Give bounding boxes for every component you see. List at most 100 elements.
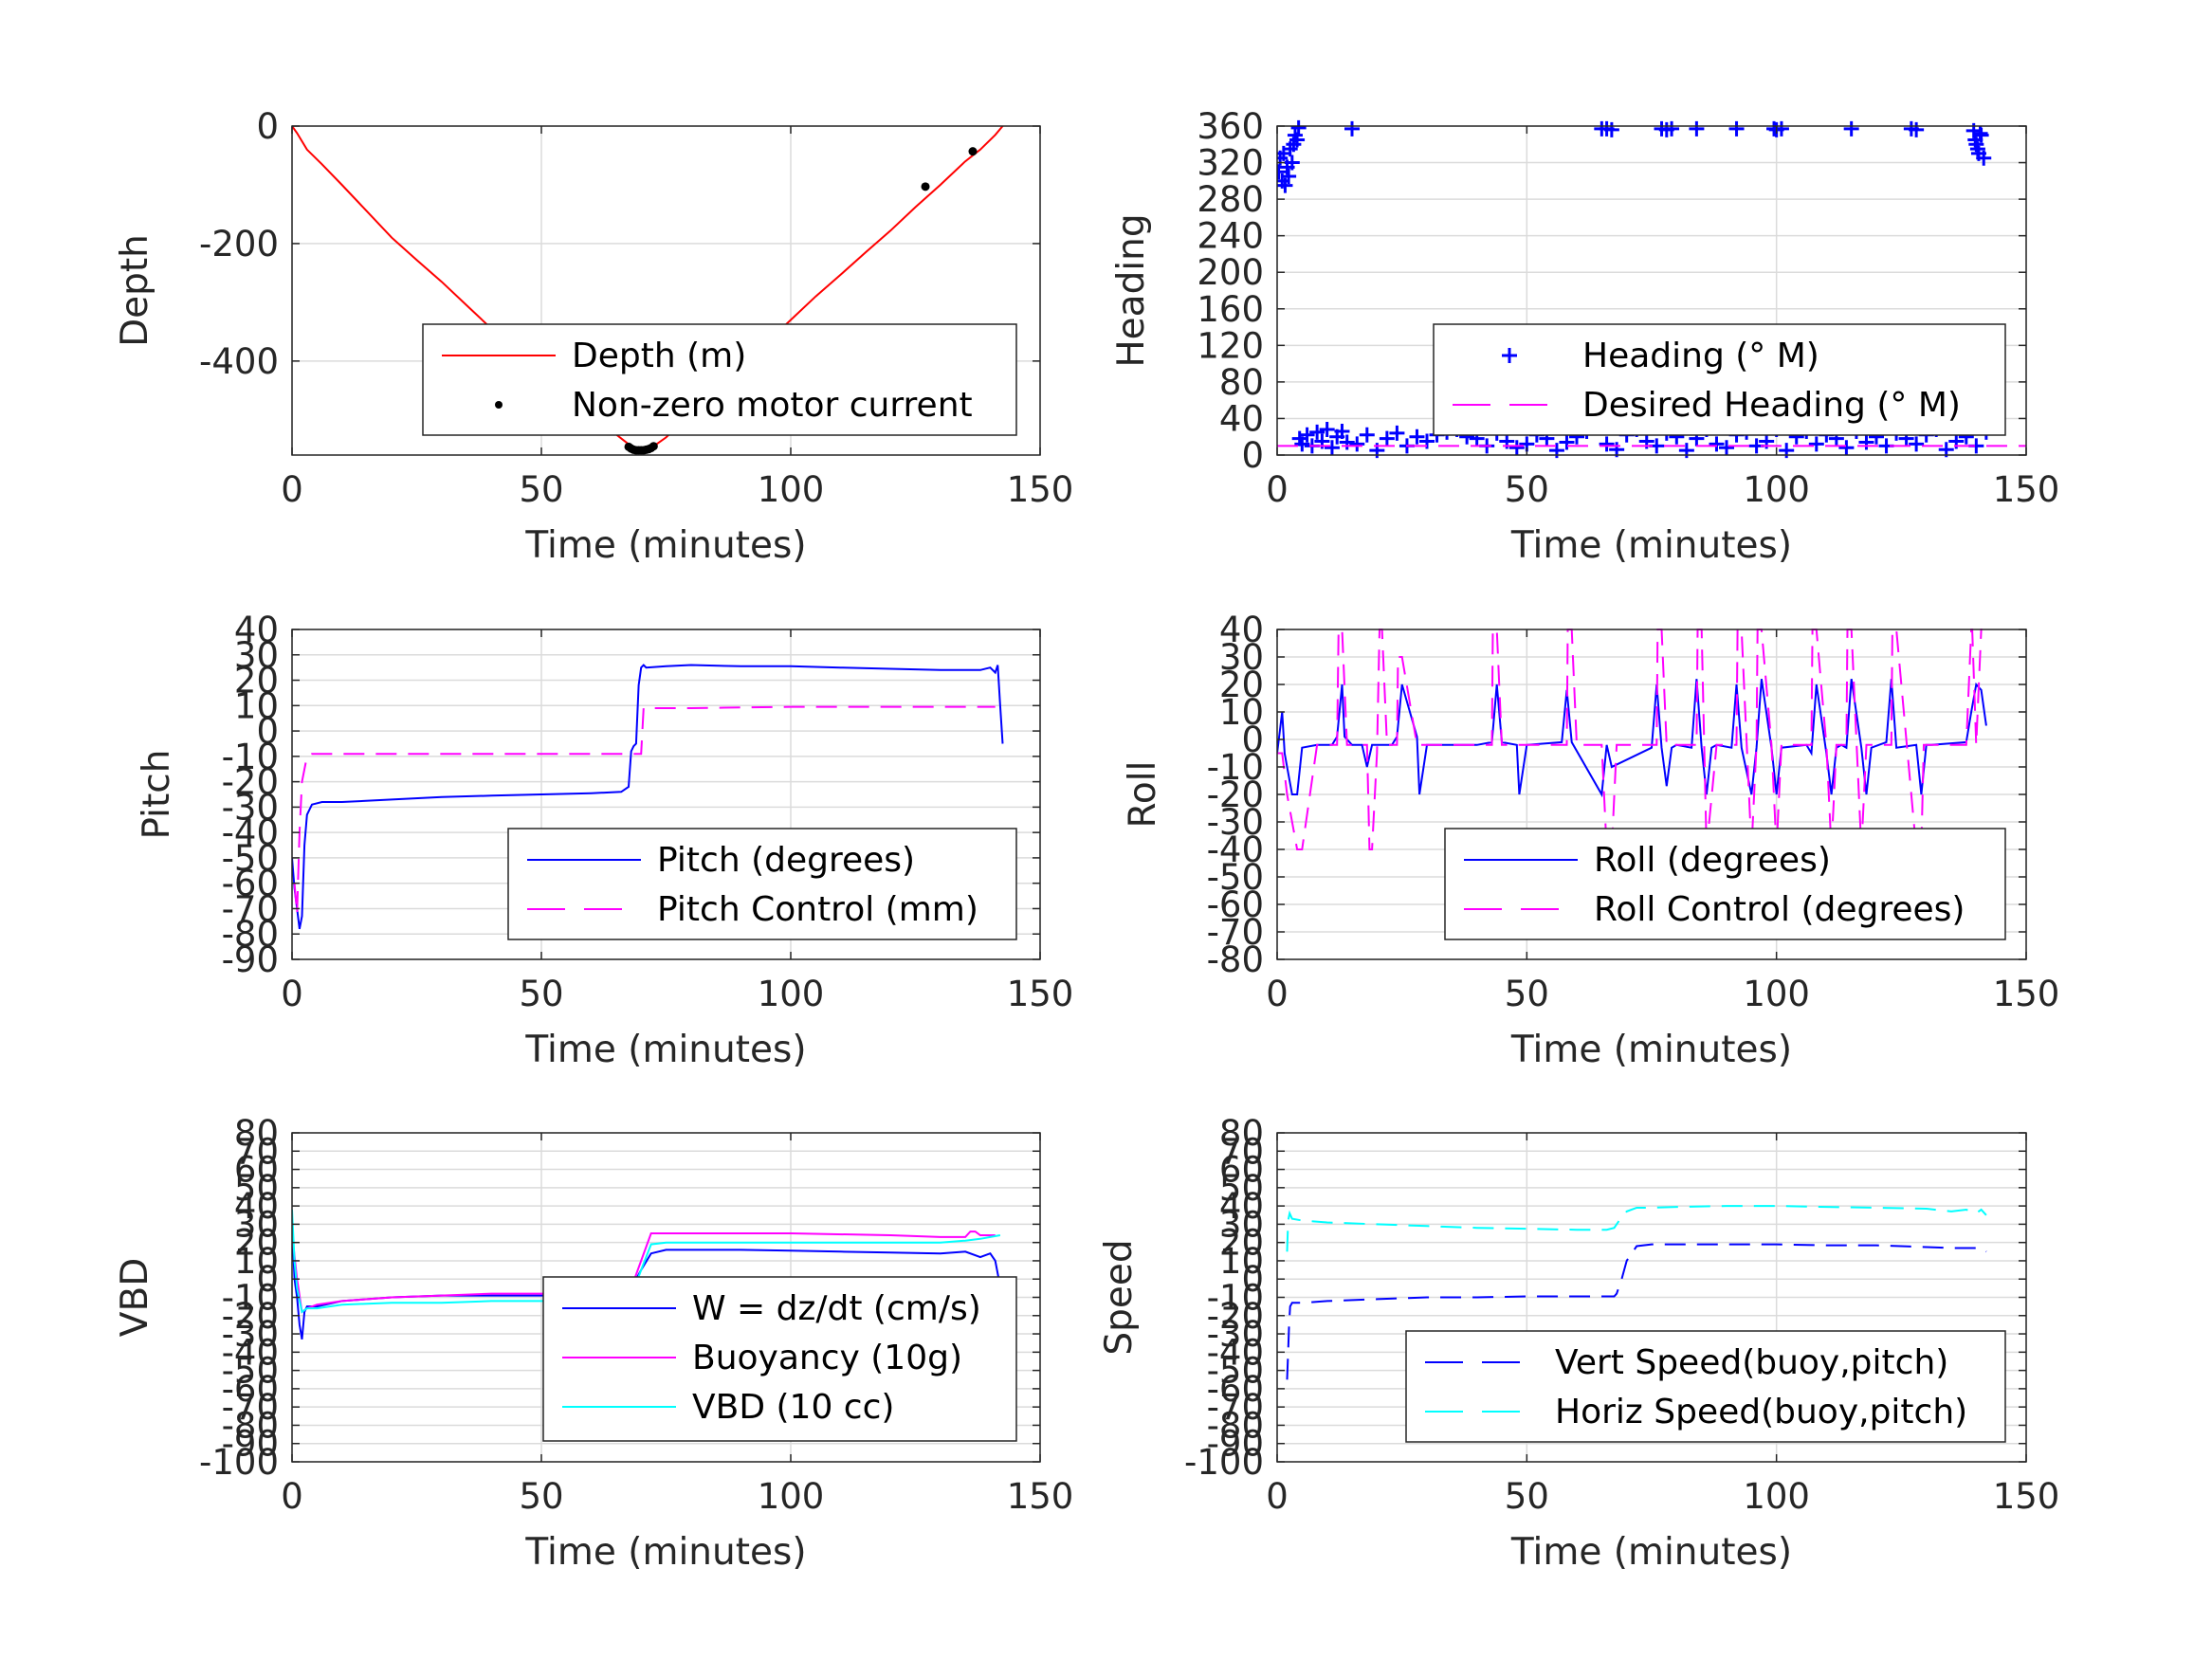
speed-ytick-label: 10 bbox=[1219, 1241, 1264, 1282]
depth-xtick-label: 50 bbox=[519, 469, 563, 510]
depth-series-group bbox=[292, 125, 1004, 455]
depth-xtick-label: 100 bbox=[758, 469, 825, 510]
pitch-legend-label: Pitch Control (mm) bbox=[657, 890, 978, 929]
depth-legend-label: Non-zero motor current bbox=[572, 386, 973, 425]
pitch-ytick-label: -20 bbox=[222, 762, 279, 803]
pitch-ytick-label: 40 bbox=[234, 610, 279, 650]
speed-ytick-label: 30 bbox=[1219, 1204, 1264, 1245]
roll-ytick-label: -60 bbox=[1207, 884, 1264, 925]
speed-ytick-label: 60 bbox=[1219, 1150, 1264, 1191]
speed-legend: Vert Speed(buoy,pitch) Horiz Speed(buoy,p… bbox=[1405, 1330, 2006, 1443]
heading-series-1-point bbox=[1281, 169, 1297, 185]
depth-axes-box bbox=[291, 125, 1041, 456]
pitch-ytick-label: -40 bbox=[222, 812, 279, 853]
roll-ytick-label: -80 bbox=[1207, 939, 1264, 980]
pitch-legend-label: Pitch (degrees) bbox=[657, 841, 915, 880]
heading-series-1-point bbox=[1909, 436, 1925, 452]
depth-ytick-label: -200 bbox=[199, 224, 279, 264]
pitch-xtick-label: 100 bbox=[758, 974, 825, 1014]
heading-series-1-point bbox=[1728, 120, 1745, 137]
heading-ytick-label: 280 bbox=[1197, 179, 1264, 220]
heading-series-1-point bbox=[1976, 150, 1992, 166]
roll-ytick-label: -40 bbox=[1207, 830, 1264, 870]
vbd-ytick-label: 70 bbox=[234, 1131, 279, 1172]
pitch-ytick-label: -70 bbox=[222, 888, 279, 929]
chart-depth: 0 50 100 150 0 -200 -400 Time (minutes) Depth Dep… bbox=[114, 106, 1073, 567]
speed-ytick-label: 0 bbox=[1241, 1259, 1264, 1300]
vbd-ytick-label: -90 bbox=[222, 1424, 279, 1465]
chart-roll: 0 50 100 150403020100-10-20-30-40-50-60-70-… bbox=[1122, 610, 2059, 1071]
heading-series-1-point bbox=[1339, 434, 1355, 450]
pitch-y-axis-label: Pitch bbox=[136, 750, 178, 840]
roll-ytick-label: -50 bbox=[1207, 857, 1264, 898]
heading-y-axis-label: Heading bbox=[1110, 213, 1153, 367]
heading-ytick-label: 320 bbox=[1197, 143, 1264, 184]
speed-ytick-label: 80 bbox=[1219, 1113, 1264, 1154]
pitch-legend-box bbox=[507, 828, 1017, 940]
vbd-ytick-label: 40 bbox=[234, 1186, 279, 1227]
depth-legend-swatch bbox=[495, 401, 503, 409]
vbd-x-axis-label: Time (minutes) bbox=[524, 1531, 806, 1574]
speed-series-2-line bbox=[1286, 1205, 1987, 1252]
roll-ytick-label: -20 bbox=[1207, 775, 1264, 815]
heading-legend: Heading (° M) Desired Heading (° M) bbox=[1433, 323, 2006, 436]
roll-y-axis-label: Roll bbox=[1122, 761, 1164, 829]
roll-legend: Roll (degrees) Roll Control (degrees) bbox=[1444, 828, 2006, 940]
roll-ytick-label: 20 bbox=[1219, 665, 1264, 705]
heading-series-1-point bbox=[1389, 425, 1405, 441]
speed-ytick-label: 50 bbox=[1219, 1168, 1264, 1209]
pitch-x-axis-label: Time (minutes) bbox=[524, 1029, 806, 1071]
depth-legend: Depth (m) Non-zero motor current bbox=[422, 323, 1017, 436]
depth-legend-box bbox=[422, 323, 1017, 436]
heading-series-1-point bbox=[1689, 120, 1705, 137]
heading-series-1-point bbox=[1309, 424, 1325, 440]
heading-series-1-point bbox=[1909, 121, 1925, 137]
vbd-series-2-line bbox=[292, 1231, 996, 1314]
speed-ytick-label: 70 bbox=[1219, 1131, 1264, 1172]
roll-ytick-label: -70 bbox=[1207, 912, 1264, 953]
heading-series-1-point bbox=[1969, 141, 1985, 157]
heading-series-1-point bbox=[1379, 430, 1395, 447]
roll-xtick-label: 50 bbox=[1505, 974, 1549, 1014]
heading-series-1-point bbox=[1334, 423, 1350, 439]
depth-legend-label: Depth (m) bbox=[572, 337, 746, 375]
speed-legend-label: Horiz Speed(buoy,pitch) bbox=[1555, 1393, 1967, 1431]
heading-ytick-label: 240 bbox=[1197, 216, 1264, 257]
pitch-ytick-label: -90 bbox=[222, 939, 279, 980]
vbd-y-axis-label: VBD bbox=[114, 1258, 156, 1337]
heading-series-1-point bbox=[1349, 436, 1365, 452]
heading-legend-label: Heading (° M) bbox=[1582, 337, 1819, 375]
heading-ytick-label: 40 bbox=[1219, 398, 1264, 439]
pitch-ytick-label: -80 bbox=[222, 914, 279, 955]
vbd-ytick-label: 20 bbox=[234, 1223, 279, 1264]
heading-series-1-point bbox=[1284, 155, 1300, 171]
heading-series-1-point bbox=[1299, 427, 1315, 443]
speed-y-axis-label: Speed bbox=[1098, 1239, 1141, 1355]
roll-xtick-label: 150 bbox=[1993, 974, 2060, 1014]
roll-ytick-label: -10 bbox=[1207, 747, 1264, 788]
roll-ytick-label: -30 bbox=[1207, 802, 1264, 843]
heading-series-1-point bbox=[1290, 119, 1307, 136]
speed-series-1-line bbox=[1286, 1243, 1987, 1380]
speed-xtick-label: 100 bbox=[1743, 1476, 1810, 1517]
pitch-ytick-label: -50 bbox=[222, 838, 279, 879]
speed-series-group bbox=[1286, 1205, 1987, 1380]
vbd-legend-box bbox=[542, 1276, 1017, 1442]
heading-series-1-point bbox=[1603, 121, 1619, 137]
heading-series-1-point bbox=[1559, 434, 1575, 450]
heading-xtick-label: 100 bbox=[1743, 469, 1810, 510]
speed-x-axis-label: Time (minutes) bbox=[1510, 1531, 1792, 1574]
pitch-series-1-line bbox=[292, 664, 1004, 930]
vbd-ytick-label: -40 bbox=[222, 1332, 279, 1373]
pitch-ytick-label: -10 bbox=[222, 737, 279, 777]
heading-series-1-point bbox=[1409, 428, 1425, 445]
heading-legend-box bbox=[1433, 323, 2006, 436]
roll-ytick-label: 30 bbox=[1219, 637, 1264, 678]
speed-legend-label: Vert Speed(buoy,pitch) bbox=[1555, 1343, 1948, 1382]
vbd-ytick-label: 60 bbox=[234, 1150, 279, 1191]
heading-series-1-point bbox=[1709, 436, 1725, 452]
speed-ytick-label: 40 bbox=[1219, 1186, 1264, 1227]
heading-series-1-point bbox=[1294, 436, 1310, 452]
heading-legend-swatch bbox=[1502, 348, 1517, 363]
